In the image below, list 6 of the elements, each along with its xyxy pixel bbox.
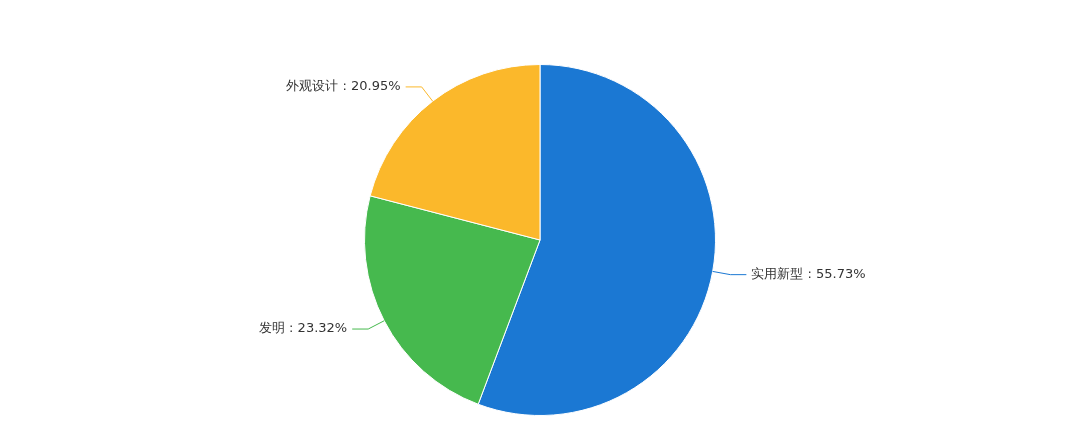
data-label: : 23.32%: [289, 320, 348, 336]
data-label: : 20.95%: [342, 78, 401, 94]
data-label: : 55.73%: [807, 266, 866, 282]
slice-label: 实用新型: [751, 266, 804, 282]
slice-label: 外观设计: [286, 78, 339, 94]
slice-label: 发明: [258, 320, 285, 336]
